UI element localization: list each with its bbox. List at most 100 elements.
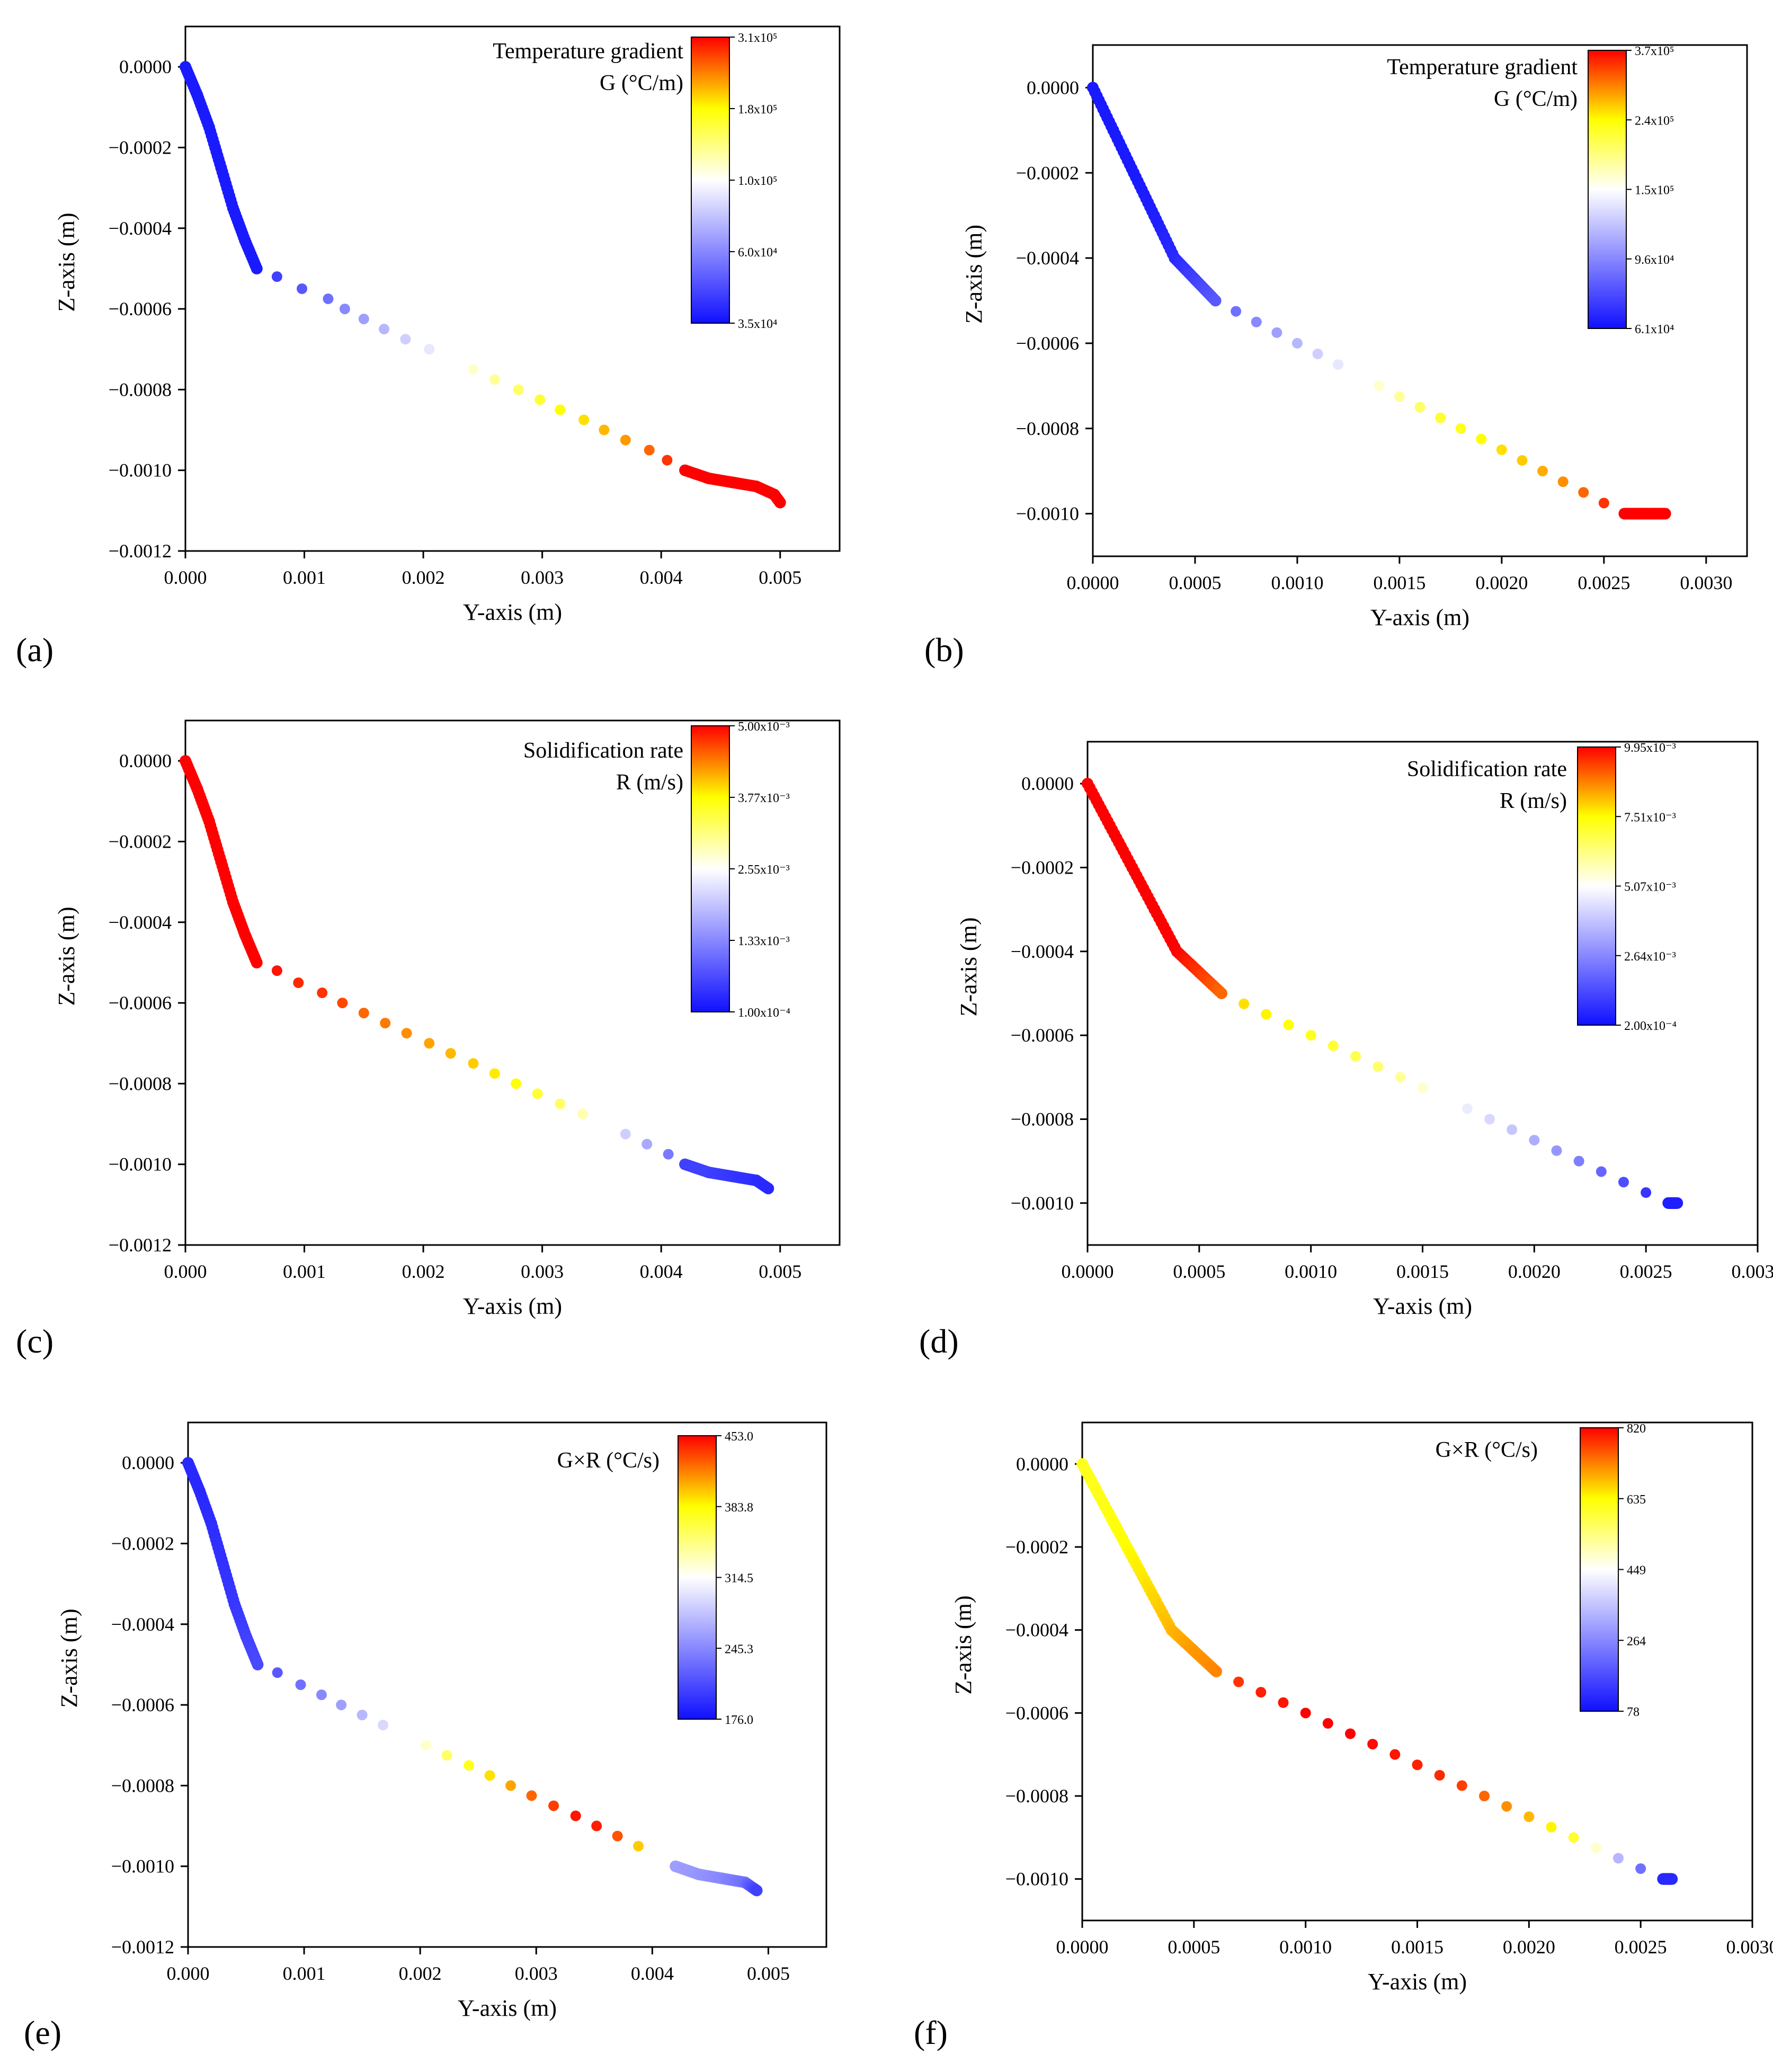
colorbar-tick-label: 3.77x10⁻³ bbox=[738, 792, 790, 805]
data-point bbox=[424, 1038, 434, 1048]
colorbar-tick-label: 820 bbox=[1627, 1422, 1646, 1436]
data-point bbox=[1374, 380, 1384, 391]
data-point bbox=[379, 324, 389, 334]
x-tick-label: 0.0015 bbox=[1391, 1936, 1444, 1958]
x-axis-title: Y-axis (m) bbox=[1370, 604, 1469, 630]
data-point bbox=[1507, 1124, 1517, 1135]
y-tick-label: −0.0002 bbox=[109, 137, 172, 158]
y-tick-label: −0.0002 bbox=[111, 1533, 174, 1554]
data-point bbox=[555, 404, 565, 415]
legend-title: G×R (°C/s) bbox=[557, 1448, 660, 1473]
data-point bbox=[468, 1058, 478, 1069]
colorbar-tick-label: 7.51x10⁻³ bbox=[1624, 811, 1676, 824]
x-axis-title: Y-axis (m) bbox=[1368, 1969, 1467, 1995]
y-tick-label: −0.0010 bbox=[111, 1856, 174, 1877]
data-point bbox=[1415, 402, 1425, 413]
data-point bbox=[380, 1018, 390, 1028]
colorbar-tick-label: 78 bbox=[1627, 1705, 1640, 1719]
data-point bbox=[272, 1667, 283, 1678]
data-point bbox=[1591, 1843, 1601, 1853]
data-point bbox=[534, 394, 545, 405]
data-point bbox=[1313, 349, 1323, 359]
x-tick-label: 0.0000 bbox=[1067, 572, 1119, 593]
data-point bbox=[296, 1679, 306, 1690]
data-point bbox=[1284, 1019, 1294, 1030]
data-point bbox=[485, 1770, 495, 1781]
x-tick-label: 0.004 bbox=[640, 567, 683, 588]
data-point bbox=[1231, 306, 1241, 317]
data-point bbox=[1635, 1863, 1646, 1874]
x-tick-label: 0.004 bbox=[640, 1261, 683, 1282]
data-point bbox=[1412, 1759, 1423, 1770]
data-point bbox=[1394, 391, 1405, 402]
colorbar-tick-label: 2.55x10⁻³ bbox=[738, 863, 790, 877]
legend-title: G (°C/m) bbox=[1494, 87, 1578, 111]
x-tick-label: 0.0010 bbox=[1285, 1261, 1337, 1282]
colorbar-tick-label: 2.00x10⁻⁴ bbox=[1624, 1019, 1677, 1033]
y-tick-label: −0.0004 bbox=[109, 218, 172, 239]
data-point bbox=[1496, 444, 1507, 455]
colorbar-tick-label: 314.5 bbox=[725, 1572, 753, 1586]
x-tick-label: 0.0020 bbox=[1503, 1936, 1555, 1958]
colorbar-tick-label: 245.3 bbox=[725, 1642, 753, 1656]
data-point bbox=[1418, 1082, 1428, 1093]
data-point bbox=[1367, 1739, 1378, 1749]
data-point bbox=[251, 957, 263, 968]
data-point bbox=[359, 1008, 369, 1018]
data-point bbox=[663, 1149, 674, 1160]
data-point bbox=[468, 364, 478, 375]
data-point bbox=[464, 1760, 474, 1771]
data-point bbox=[1456, 423, 1466, 434]
data-point bbox=[272, 271, 282, 282]
data-point bbox=[424, 344, 434, 354]
y-tick-label: −0.0012 bbox=[111, 1936, 174, 1958]
data-point bbox=[323, 294, 333, 304]
x-tick-label: 0.002 bbox=[402, 1261, 445, 1282]
legend-title: R (m/s) bbox=[616, 770, 683, 795]
y-tick-label: −0.0004 bbox=[1016, 247, 1079, 269]
x-tick-label: 0.0005 bbox=[1169, 572, 1221, 593]
data-point bbox=[1641, 1187, 1651, 1198]
y-tick-label: −0.0012 bbox=[109, 540, 172, 562]
data-point bbox=[1574, 1156, 1584, 1167]
colorbar-tick-label: 1.0x10⁵ bbox=[738, 174, 777, 188]
data-point bbox=[1251, 317, 1262, 327]
colorbar-tick-label: 1.8x10⁵ bbox=[738, 103, 777, 117]
y-tick-label: −0.0002 bbox=[1005, 1536, 1068, 1558]
x-tick-label: 0.001 bbox=[283, 1963, 326, 1984]
data-point bbox=[421, 1740, 431, 1750]
legend-title: Solidification rate bbox=[523, 739, 683, 763]
data-point bbox=[400, 334, 411, 344]
data-point bbox=[1395, 1072, 1405, 1082]
data-point bbox=[633, 1841, 644, 1852]
y-tick-label: −0.0006 bbox=[1011, 1025, 1074, 1046]
colorbar-tick-label: 3.7x10⁵ bbox=[1635, 45, 1674, 58]
data-point bbox=[1599, 497, 1609, 508]
y-tick-label: −0.0012 bbox=[109, 1234, 172, 1256]
data-point bbox=[489, 1068, 500, 1079]
data-point bbox=[293, 977, 304, 988]
x-axis-title: Y-axis (m) bbox=[458, 1995, 557, 2021]
panel-label-b: (b) bbox=[924, 630, 964, 670]
data-point bbox=[1457, 1780, 1467, 1791]
data-point bbox=[316, 1689, 327, 1700]
data-point bbox=[1529, 1135, 1539, 1145]
y-tick-label: 0.0000 bbox=[119, 750, 172, 771]
x-axis-title: Y-axis (m) bbox=[1373, 1293, 1472, 1319]
panel-label-c: (c) bbox=[16, 1322, 54, 1361]
x-axis-title: Y-axis (m) bbox=[463, 599, 562, 625]
x-tick-label: 0.0005 bbox=[1168, 1936, 1220, 1958]
data-point bbox=[1373, 1062, 1383, 1072]
data-point bbox=[446, 354, 456, 364]
data-point bbox=[620, 1129, 631, 1140]
data-point bbox=[577, 1109, 588, 1119]
legend-title: Solidification rate bbox=[1407, 757, 1567, 781]
y-axis-title: Z-axis (m) bbox=[56, 1609, 82, 1708]
y-tick-label: −0.0008 bbox=[109, 379, 172, 400]
colorbar-tick-label: 3.5x10⁴ bbox=[738, 317, 777, 331]
x-tick-label: 0.005 bbox=[747, 1963, 790, 1984]
